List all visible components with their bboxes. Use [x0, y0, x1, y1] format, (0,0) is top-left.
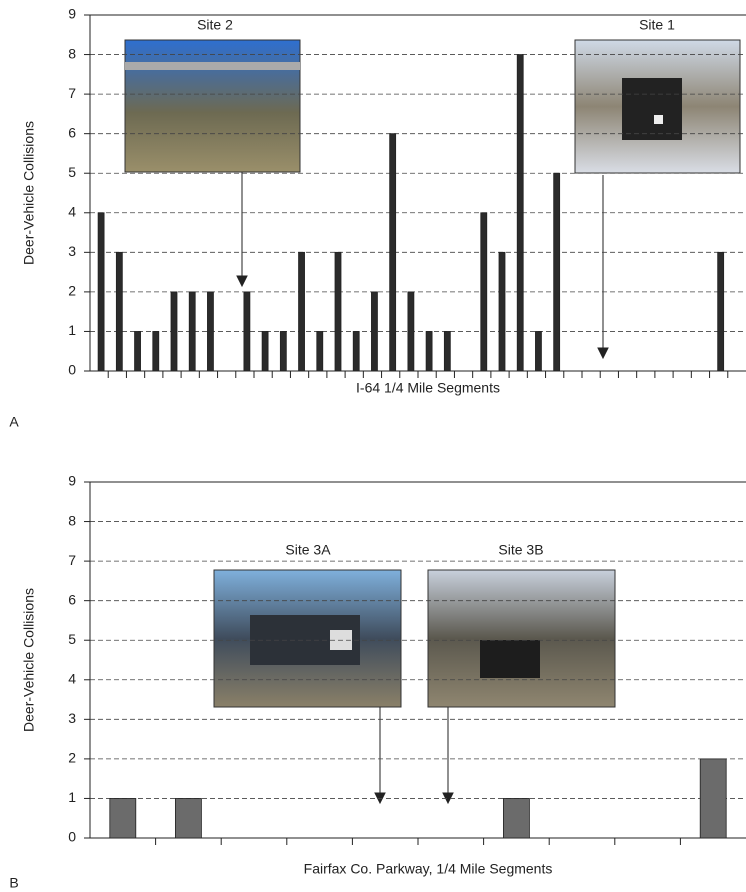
y-tick-label: 0: [68, 829, 76, 845]
bar: [553, 172, 561, 372]
bar: [425, 331, 433, 372]
bar: [170, 291, 178, 372]
bar: [407, 291, 415, 372]
bar: [152, 331, 160, 372]
bar: [502, 798, 530, 839]
bar: [243, 291, 251, 372]
y-tick-label: 7: [68, 552, 76, 568]
y-tick-label: 6: [68, 124, 76, 140]
bar: [699, 758, 727, 839]
bar: [298, 251, 305, 372]
photo-site-3a: [213, 569, 402, 708]
bar: [389, 133, 397, 372]
y-tick-label: 4: [68, 670, 76, 686]
y-axis-label: Deer-Vehicle Collisions: [21, 121, 37, 265]
annotation: Site 1: [639, 17, 675, 33]
bar: [516, 54, 524, 372]
y-tick-label: 2: [68, 750, 76, 766]
bar: [480, 212, 488, 372]
y-tick-label: 8: [68, 45, 76, 61]
panel-label: B: [9, 875, 18, 891]
annotation: Site 3B: [498, 542, 543, 558]
y-tick-label: 3: [68, 243, 76, 259]
bar: [97, 212, 105, 372]
y-tick-label: 8: [68, 512, 76, 528]
bar: [109, 798, 137, 839]
bar: [115, 251, 123, 372]
photo-site-1: [574, 39, 741, 174]
x-axis-label: I-64 1/4 Mile Segments: [356, 380, 500, 396]
y-tick-label: 2: [68, 283, 76, 299]
x-axis-label: Fairfax Co. Parkway, 1/4 Mile Segments: [304, 861, 553, 877]
bar: [498, 251, 506, 372]
bar: [443, 331, 451, 372]
photo-site-2: [124, 39, 301, 173]
bar: [134, 331, 141, 372]
bar: [188, 291, 196, 372]
bar: [279, 331, 287, 372]
bar: [371, 291, 378, 372]
y-tick-label: 1: [68, 789, 76, 805]
y-tick-label: 9: [68, 473, 76, 489]
bar: [174, 798, 202, 839]
y-tick-label: 6: [68, 591, 76, 607]
y-tick-label: 5: [68, 631, 76, 647]
y-tick-label: 4: [68, 203, 76, 219]
bar: [352, 331, 360, 372]
y-tick-label: 0: [68, 362, 76, 378]
y-tick-label: 5: [68, 164, 76, 180]
bar: [535, 331, 542, 372]
arrows: [236, 172, 609, 805]
annotation: Site 2: [197, 17, 233, 33]
bar: [207, 291, 214, 372]
y-tick-label: 1: [68, 322, 76, 338]
y-tick-label: 7: [68, 85, 76, 101]
bar: [316, 331, 324, 372]
panel-label: A: [9, 414, 19, 430]
bar: [334, 251, 342, 372]
photo-site-3b: [427, 569, 616, 708]
y-tick-label: 3: [68, 710, 76, 726]
bar: [717, 251, 725, 372]
y-axis-label: Deer-Vehicle Collisions: [21, 588, 37, 732]
annotation: Site 3A: [285, 542, 331, 558]
bar: [261, 331, 269, 372]
y-tick-label: 9: [68, 6, 76, 22]
